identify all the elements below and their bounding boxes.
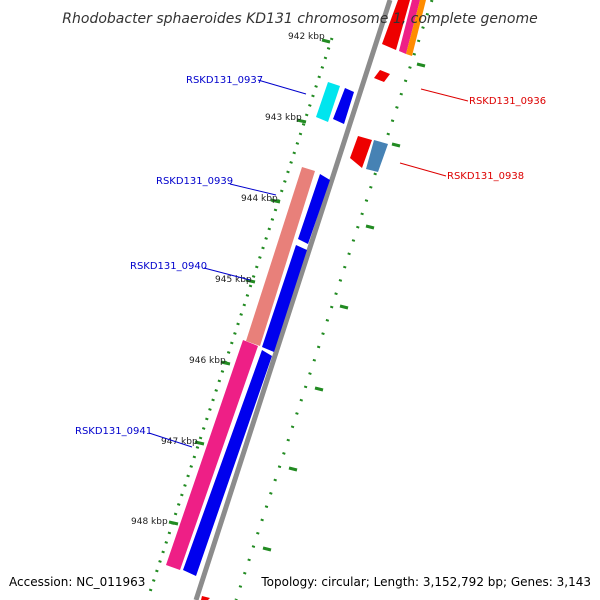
major-tick: [168, 520, 179, 526]
major-tick: [220, 360, 231, 366]
kbp-label: 948 kbp: [131, 517, 168, 527]
tick-track-left: [146, 37, 334, 599]
major-tick: [296, 118, 307, 124]
major-tick: [245, 278, 256, 284]
gene-label-rskd131-0936[interactable]: RSKD131_0936: [469, 96, 546, 107]
gene-magenta[interactable]: [166, 340, 258, 570]
kbp-scale: 942 kbp 943 kbp 944 kbp 945 kbp 946 kbp …: [131, 32, 331, 527]
gene-cyan[interactable]: [316, 82, 340, 122]
gene-arrow-red[interactable]: [382, 0, 410, 50]
major-tick: [391, 142, 401, 148]
major-tick: [194, 440, 205, 446]
gene-arrow-red-partial[interactable]: [201, 596, 210, 600]
major-tick: [314, 386, 324, 392]
gene-arrow-blue[interactable]: [262, 245, 307, 352]
major-tick: [339, 304, 349, 310]
leader-line: [203, 267, 251, 281]
map-title: Rhodobacter sphaeroides KD131 chromosome…: [62, 11, 537, 27]
gene-label-rskd131-0937[interactable]: RSKD131_0937: [186, 75, 263, 86]
gene-arrow-blue[interactable]: [183, 350, 272, 576]
summary-text: Topology: circular; Length: 3,152,792 bp…: [260, 575, 591, 589]
kbp-label: 945 kbp: [215, 275, 252, 285]
accession-text: Accession: NC_011963: [9, 575, 145, 589]
kbp-label: 944 kbp: [241, 194, 278, 204]
gene-label-rskd131-0940[interactable]: RSKD131_0940: [130, 261, 207, 272]
major-tick: [416, 62, 426, 68]
gene-arrow-red[interactable]: [350, 136, 372, 168]
gene-arrow-blue[interactable]: [333, 88, 354, 124]
major-tick: [288, 466, 298, 472]
leader-line: [148, 432, 193, 448]
major-tick: [262, 546, 272, 552]
gene-orange[interactable]: [406, 0, 426, 56]
gene-salmon[interactable]: [246, 167, 315, 346]
kbp-label: 943 kbp: [265, 113, 302, 123]
major-tick: [321, 38, 331, 44]
leader-line: [399, 162, 447, 177]
gene-arrow-blue[interactable]: [298, 174, 330, 244]
leader-line: [229, 183, 277, 196]
kbp-label: 942 kbp: [288, 32, 325, 42]
leader-line: [257, 79, 307, 95]
major-tick: [365, 224, 375, 230]
gene-label-rskd131-0939[interactable]: RSKD131_0939: [156, 176, 233, 187]
kbp-label: 946 kbp: [189, 356, 226, 366]
genome-backbone: [193, 0, 393, 600]
major-tick: [270, 198, 281, 204]
kbp-label: 947 kbp: [161, 437, 198, 447]
gene-label-rskd131-0941[interactable]: RSKD131_0941: [75, 426, 152, 437]
gene-steelblue[interactable]: [366, 140, 388, 172]
gene-pink[interactable]: [399, 0, 420, 54]
leader-line: [420, 88, 469, 102]
gene-arrow-red-small[interactable]: [374, 70, 390, 82]
right-track-ticks: [262, 62, 426, 552]
gene-label-rskd131-0938[interactable]: RSKD131_0938: [447, 171, 524, 182]
